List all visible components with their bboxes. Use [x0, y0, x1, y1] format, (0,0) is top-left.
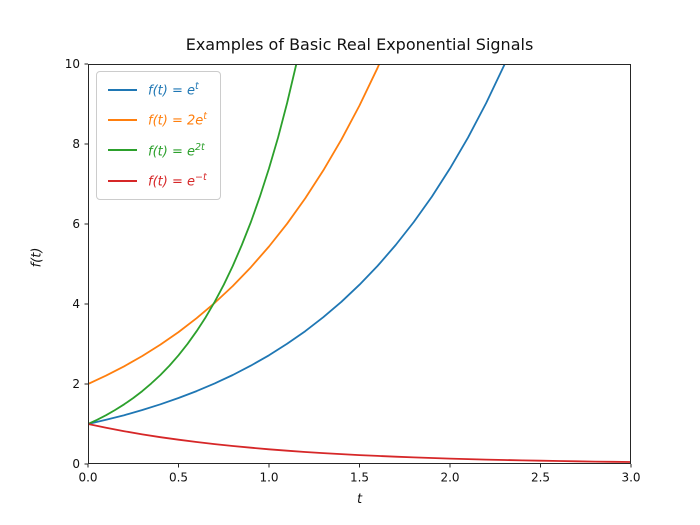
legend-entry: f(t) = 2et — [108, 111, 207, 129]
legend-line-sample — [108, 88, 137, 91]
legend: f(t) = et f(t) = 2et f(t) = e2t f(t) = e−t — [96, 71, 221, 201]
legend-label: f(t) = e−t — [148, 171, 207, 190]
plot-frame — [88, 64, 631, 464]
x-tick-label: 1.0 — [259, 471, 278, 485]
legend-entry: f(t) = e2t — [108, 142, 207, 159]
legend-line-sample — [108, 179, 137, 182]
legend-line-sample — [108, 149, 137, 152]
series-line-exp-t — [88, 64, 506, 425]
y-tick-label: 10 — [65, 57, 80, 71]
plot-canvas: 0.0 0.5 1.0 1.5 2.0 2.5 3.0 0 2 4 6 8 10 — [65, 57, 641, 484]
x-tick-label: 0.0 — [78, 471, 97, 485]
legend-label: f(t) = e2t — [148, 141, 205, 159]
legend-entry: f(t) = e−t — [108, 172, 207, 189]
x-axis-label: t — [356, 492, 363, 507]
y-tick-label: 0 — [72, 457, 80, 471]
chart-title: Examples of Basic Real Exponential Signa… — [185, 35, 534, 54]
series-line-exp-neg-t — [88, 423, 631, 463]
plot-area: 0.0 0.5 1.0 1.5 2.0 2.5 3.0 0 2 4 6 8 10 — [65, 57, 641, 484]
y-tick-label: 6 — [72, 217, 80, 231]
y-tick-label: 2 — [72, 377, 80, 391]
x-tick-label: 3.0 — [621, 471, 640, 485]
legend-entry: f(t) = et — [108, 81, 207, 98]
legend-label: f(t) = et — [148, 81, 199, 99]
x-tick-label: 0.5 — [169, 471, 188, 485]
y-tick-label: 8 — [72, 137, 80, 151]
x-tick-label: 2.0 — [440, 471, 459, 485]
x-tick-label: 2.5 — [531, 471, 550, 485]
legend-line-sample — [108, 118, 137, 121]
y-axis-label: f(t) — [29, 247, 45, 268]
series-line-2exp-t — [88, 64, 381, 385]
y-tick-label: 4 — [72, 297, 80, 311]
x-tick-label: 1.5 — [350, 471, 369, 485]
legend-label: f(t) = 2et — [148, 111, 207, 129]
series-line-exp-2t — [88, 64, 298, 425]
